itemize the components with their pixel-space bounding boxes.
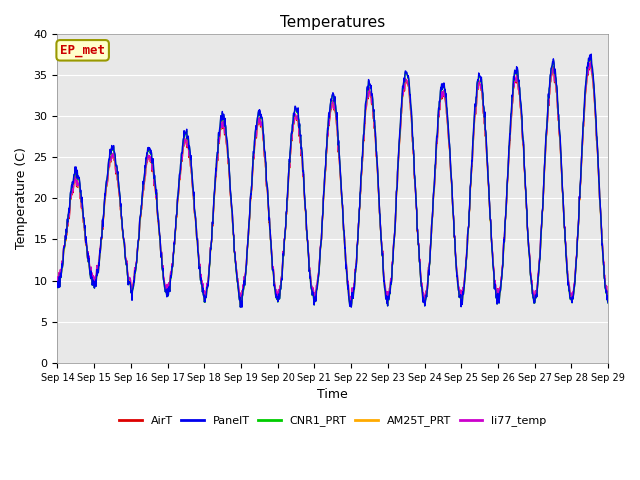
AirT xyxy=(176,177,184,182)
AirT xyxy=(54,281,61,287)
CNR1_PRT xyxy=(604,300,612,306)
PanelT xyxy=(54,285,61,290)
li77_temp xyxy=(238,300,246,306)
li77_temp xyxy=(604,295,612,301)
AirT xyxy=(588,59,595,64)
CNR1_PRT xyxy=(491,286,499,291)
PanelT xyxy=(588,51,595,57)
AM25T_PRT xyxy=(176,176,184,182)
li77_temp xyxy=(163,286,170,292)
Title: Temperatures: Temperatures xyxy=(280,15,385,30)
PanelT xyxy=(419,290,426,296)
CNR1_PRT xyxy=(419,291,426,297)
li77_temp xyxy=(54,280,61,286)
Legend: AirT, PanelT, CNR1_PRT, AM25T_PRT, li77_temp: AirT, PanelT, CNR1_PRT, AM25T_PRT, li77_… xyxy=(115,411,550,431)
AirT xyxy=(163,287,170,293)
AM25T_PRT xyxy=(604,298,612,304)
AirT xyxy=(419,287,426,292)
CNR1_PRT xyxy=(176,171,184,177)
Line: PanelT: PanelT xyxy=(58,54,608,307)
CNR1_PRT xyxy=(236,304,244,310)
AirT xyxy=(238,302,246,308)
Line: CNR1_PRT: CNR1_PRT xyxy=(58,56,608,307)
li77_temp xyxy=(419,286,426,292)
AM25T_PRT xyxy=(586,61,593,67)
AirT xyxy=(604,297,612,302)
CNR1_PRT xyxy=(163,291,170,297)
Line: AM25T_PRT: AM25T_PRT xyxy=(58,64,608,304)
li77_temp xyxy=(237,294,245,300)
AirT xyxy=(539,202,547,208)
AM25T_PRT xyxy=(54,282,61,288)
CNR1_PRT xyxy=(588,53,595,59)
AM25T_PRT xyxy=(419,289,426,295)
PanelT xyxy=(604,300,612,306)
AM25T_PRT xyxy=(539,202,547,207)
PanelT xyxy=(539,200,547,206)
CNR1_PRT xyxy=(539,200,547,206)
PanelT xyxy=(237,298,245,304)
AM25T_PRT xyxy=(163,288,170,294)
CNR1_PRT xyxy=(54,285,61,290)
CNR1_PRT xyxy=(238,304,246,310)
PanelT xyxy=(491,286,499,292)
Text: EP_met: EP_met xyxy=(60,44,105,57)
PanelT xyxy=(176,171,184,177)
li77_temp xyxy=(176,176,184,181)
PanelT xyxy=(238,304,246,310)
Line: AirT: AirT xyxy=(58,61,608,305)
X-axis label: Time: Time xyxy=(317,388,348,401)
AirT xyxy=(491,285,499,290)
PanelT xyxy=(163,290,170,296)
li77_temp xyxy=(539,201,547,206)
AirT xyxy=(237,295,245,300)
li77_temp xyxy=(491,283,499,288)
li77_temp xyxy=(588,59,595,65)
AM25T_PRT xyxy=(491,283,499,289)
AM25T_PRT xyxy=(348,301,355,307)
Line: li77_temp: li77_temp xyxy=(58,62,608,303)
Y-axis label: Temperature (C): Temperature (C) xyxy=(15,147,28,249)
AM25T_PRT xyxy=(237,297,245,302)
